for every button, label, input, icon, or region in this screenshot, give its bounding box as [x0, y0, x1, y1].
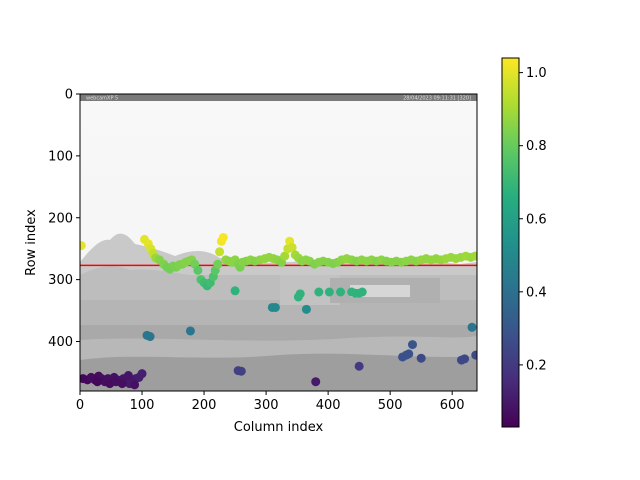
x-tick-label: 600 [440, 398, 465, 413]
x-tick-label: 300 [254, 398, 279, 413]
scatter-point [301, 304, 311, 314]
scatter-point [123, 371, 133, 381]
x-axis: 0 100 200 300 400 500 600 [76, 391, 465, 413]
y-tick-label: 300 [48, 273, 73, 288]
colorbar-tick-label: 0.6 [526, 212, 547, 227]
photo-caption-left: webcamXP 5 [86, 96, 118, 102]
scatter-point [460, 354, 470, 364]
scatter-point [404, 349, 414, 359]
scatter-point [270, 302, 280, 312]
scatter-point [407, 340, 417, 350]
scatter-point [314, 287, 324, 297]
scatter-point [215, 247, 225, 257]
x-tick-label: 200 [192, 398, 217, 413]
x-tick-label: 500 [378, 398, 403, 413]
scatter-point [236, 366, 246, 376]
scatter-point [130, 380, 140, 390]
colorbar-tick-label: 0.8 [526, 139, 547, 154]
scatter-point [280, 251, 290, 261]
scatter-point [111, 377, 121, 387]
scatter-point [324, 287, 334, 297]
y-axis: 0 100 200 300 400 [48, 88, 80, 350]
colorbar-ticks: 0.2 0.4 0.6 0.8 1.0 [519, 66, 547, 373]
scatter-point [295, 289, 305, 299]
background-photo: webcamXP 5 28/04/2023 09:11:31 [320] [80, 94, 477, 391]
scatter-point [336, 287, 346, 297]
scatter-point [230, 286, 240, 296]
plot-frame [79, 93, 478, 392]
colorbar-tick-label: 1.0 [526, 66, 547, 81]
colorbar [501, 57, 520, 428]
scatter-point [471, 350, 477, 360]
scatter-point [287, 242, 297, 252]
colorbar-tick-label: 0.2 [526, 358, 547, 373]
y-tick-label: 0 [65, 88, 73, 103]
scatter-point [311, 377, 321, 387]
scatter-point [137, 369, 147, 379]
y-tick-label: 100 [48, 149, 73, 164]
scatter-point [185, 326, 195, 336]
y-axis-label: Row index [24, 209, 39, 276]
scatter-point [92, 377, 102, 387]
scatter-point [145, 332, 155, 342]
scatter-point [416, 353, 426, 363]
scatter-point [357, 287, 367, 297]
scatter-point [467, 322, 477, 332]
scatter-point [354, 361, 364, 371]
scatter-point [193, 265, 203, 275]
y-tick-label: 200 [48, 211, 73, 226]
colorbar-tick-label: 0.4 [526, 285, 547, 300]
scatter-point [80, 241, 86, 251]
x-axis-label: Column index [234, 420, 324, 435]
y-tick-label: 400 [48, 335, 73, 350]
scatter-point [470, 251, 477, 261]
x-tick-label: 100 [130, 398, 155, 413]
photo-caption-right: 28/04/2023 09:11:31 [320] [403, 96, 471, 102]
scatter-points [80, 233, 477, 390]
x-tick-label: 400 [316, 398, 341, 413]
scatter-point [213, 259, 223, 269]
x-tick-label: 0 [76, 398, 84, 413]
scatter-point [218, 233, 228, 243]
